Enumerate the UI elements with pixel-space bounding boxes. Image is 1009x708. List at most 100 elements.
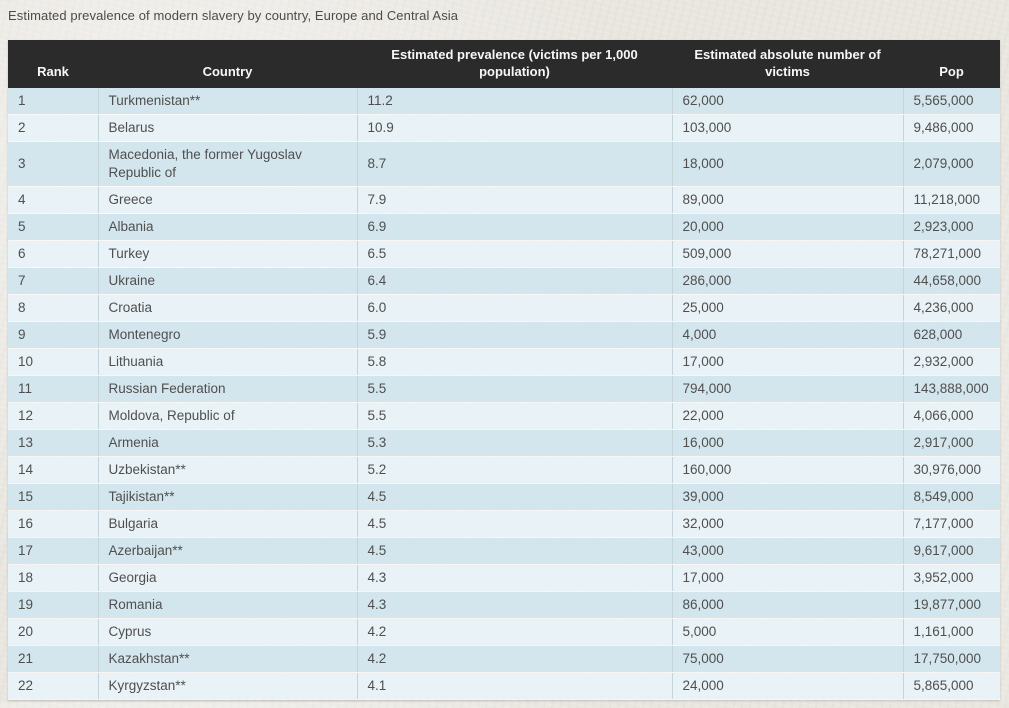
cell-pop: 4,066,000 — [902, 402, 1000, 430]
table-row: 9 Montenegro 5.9 4,000 628,000 — [8, 321, 1000, 349]
cell-rank: 14 — [8, 456, 98, 484]
cell-pop: 44,658,000 — [902, 267, 1000, 295]
cell-country: Romania — [97, 591, 357, 619]
cell-rank: 21 — [8, 645, 98, 673]
cell-rank: 16 — [8, 510, 98, 538]
table-row: 5 Albania 6.9 20,000 2,923,000 — [8, 213, 1000, 241]
cell-pop: 30,976,000 — [902, 456, 1000, 484]
cell-rank: 8 — [8, 294, 98, 322]
cell-pop: 2,079,000 — [902, 141, 1000, 187]
cell-pop: 78,271,000 — [902, 240, 1000, 268]
table-row: 16 Bulgaria 4.5 32,000 7,177,000 — [8, 510, 1000, 538]
column-header-prevalence: Estimated prevalence (victims per 1,000 … — [357, 40, 672, 88]
cell-victims: 89,000 — [671, 186, 903, 214]
cell-pop: 2,932,000 — [902, 348, 1000, 376]
cell-country: Armenia — [97, 429, 357, 457]
cell-country: Tajikistan** — [97, 483, 357, 511]
cell-prevalence: 10.9 — [356, 114, 672, 142]
cell-victims: 86,000 — [671, 591, 903, 619]
table-row: 10 Lithuania 5.8 17,000 2,932,000 — [8, 348, 1000, 376]
table-row: 20 Cyprus 4.2 5,000 1,161,000 — [8, 618, 1000, 646]
table-header: Rank Country Estimated prevalence (victi… — [8, 40, 1000, 88]
table-body: 1 Turkmenistan** 11.2 62,000 5,565,000 2 Belar… — [8, 88, 1000, 700]
cell-victims: 20,000 — [671, 213, 903, 241]
cell-rank: 13 — [8, 429, 98, 457]
cell-country: Moldova, Republic of — [97, 402, 357, 430]
cell-pop: 4,236,000 — [902, 294, 1000, 322]
table-row: 4 Greece 7.9 89,000 11,218,000 — [8, 186, 1000, 214]
cell-prevalence: 5.2 — [356, 456, 672, 484]
column-header-country: Country — [98, 40, 357, 88]
cell-pop: 2,923,000 — [902, 213, 1000, 241]
cell-country: Montenegro — [97, 321, 357, 349]
cell-pop: 628,000 — [902, 321, 1000, 349]
cell-rank: 19 — [8, 591, 98, 619]
cell-victims: 75,000 — [671, 645, 903, 673]
cell-pop: 9,486,000 — [902, 114, 1000, 142]
cell-prevalence: 4.2 — [356, 618, 672, 646]
cell-rank: 3 — [8, 141, 98, 187]
cell-country: Albania — [97, 213, 357, 241]
cell-victims: 103,000 — [671, 114, 903, 142]
cell-prevalence: 6.0 — [356, 294, 672, 322]
cell-victims: 39,000 — [671, 483, 903, 511]
cell-victims: 5,000 — [671, 618, 903, 646]
cell-prevalence: 11.2 — [356, 88, 672, 115]
cell-victims: 17,000 — [671, 564, 903, 592]
cell-country: Bulgaria — [97, 510, 357, 538]
column-header-rank: Rank — [8, 40, 98, 88]
cell-country: Greece — [97, 186, 357, 214]
cell-country: Georgia — [97, 564, 357, 592]
cell-rank: 2 — [8, 114, 98, 142]
cell-rank: 18 — [8, 564, 98, 592]
table-row: 8 Croatia 6.0 25,000 4,236,000 — [8, 294, 1000, 322]
cell-victims: 794,000 — [671, 375, 903, 403]
cell-prevalence: 5.9 — [356, 321, 672, 349]
table-row: 14 Uzbekistan** 5.2 160,000 30,976,000 — [8, 456, 1000, 484]
cell-pop: 5,565,000 — [902, 88, 1000, 115]
cell-victims: 62,000 — [671, 88, 903, 115]
table-row: 15 Tajikistan** 4.5 39,000 8,549,000 — [8, 483, 1000, 511]
cell-country: Turkey — [97, 240, 357, 268]
cell-pop: 143,888,000 — [902, 375, 1000, 403]
cell-pop: 1,161,000 — [902, 618, 1000, 646]
cell-prevalence: 6.5 — [356, 240, 672, 268]
cell-prevalence: 7.9 — [356, 186, 672, 214]
table-row: 19 Romania 4.3 86,000 19,877,000 — [8, 591, 1000, 619]
cell-prevalence: 4.1 — [356, 672, 672, 700]
cell-victims: 24,000 — [671, 672, 903, 700]
table-row: 17 Azerbaijan** 4.5 43,000 9,617,000 — [8, 537, 1000, 565]
cell-rank: 22 — [8, 672, 98, 700]
prevalence-table: Rank Country Estimated prevalence (victi… — [8, 40, 1000, 700]
cell-pop: 11,218,000 — [902, 186, 1000, 214]
cell-victims: 43,000 — [671, 537, 903, 565]
cell-victims: 286,000 — [671, 267, 903, 295]
table-row: 1 Turkmenistan** 11.2 62,000 5,565,000 — [8, 88, 1000, 115]
column-header-pop: Pop — [903, 40, 1000, 88]
cell-pop: 9,617,000 — [902, 537, 1000, 565]
cell-victims: 18,000 — [671, 141, 903, 187]
table-row: 6 Turkey 6.5 509,000 78,271,000 — [8, 240, 1000, 268]
cell-prevalence: 5.5 — [356, 402, 672, 430]
cell-country: Lithuania — [97, 348, 357, 376]
cell-prevalence: 4.5 — [356, 510, 672, 538]
cell-prevalence: 8.7 — [356, 141, 672, 187]
cell-country: Macedonia, the former Yugoslav Republic … — [97, 141, 357, 187]
cell-pop: 3,952,000 — [902, 564, 1000, 592]
table-row: 3 Macedonia, the former Yugoslav Republic… — [8, 141, 1000, 187]
cell-rank: 12 — [8, 402, 98, 430]
cell-prevalence: 4.5 — [356, 537, 672, 565]
cell-victims: 17,000 — [671, 348, 903, 376]
cell-victims: 4,000 — [671, 321, 903, 349]
cell-prevalence: 4.2 — [356, 645, 672, 673]
cell-pop: 17,750,000 — [902, 645, 1000, 673]
table-row: 2 Belarus 10.9 103,000 9,486,000 — [8, 114, 1000, 142]
cell-rank: 7 — [8, 267, 98, 295]
cell-rank: 15 — [8, 483, 98, 511]
table-row: 11 Russian Federation 5.5 794,000 143,888,00… — [8, 375, 1000, 403]
cell-victims: 32,000 — [671, 510, 903, 538]
cell-rank: 11 — [8, 375, 98, 403]
cell-pop: 8,549,000 — [902, 483, 1000, 511]
cell-pop: 2,917,000 — [902, 429, 1000, 457]
cell-country: Turkmenistan** — [97, 88, 357, 115]
